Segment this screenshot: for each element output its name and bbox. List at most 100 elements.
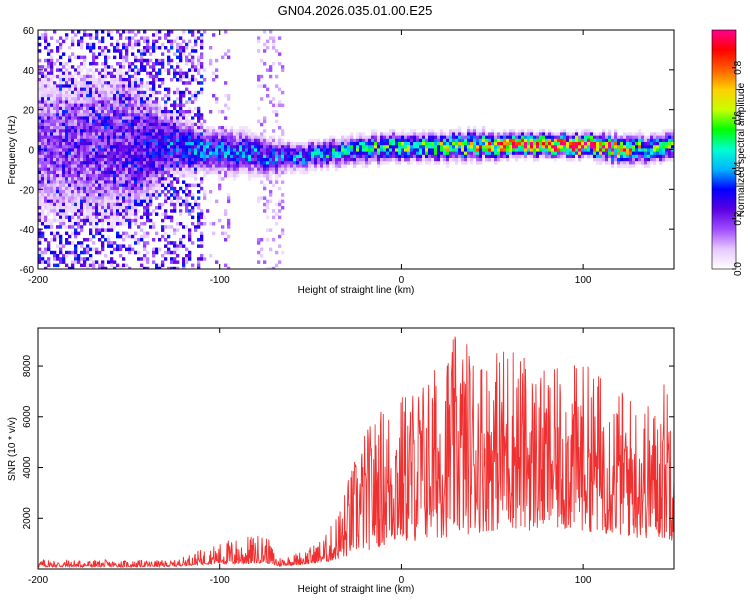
spectrogram-cell bbox=[200, 241, 204, 245]
spectrogram-cell bbox=[113, 145, 117, 149]
spectrogram-cell bbox=[110, 244, 114, 248]
spectrogram-cell bbox=[635, 142, 639, 146]
spectrogram-cell bbox=[104, 180, 108, 184]
spectrogram-cell bbox=[227, 106, 231, 111]
spectrogram-cell bbox=[137, 58, 141, 63]
spectrogram-cell bbox=[407, 151, 411, 156]
spectrogram-cell bbox=[149, 212, 153, 216]
spectrogram-cell bbox=[215, 142, 219, 146]
spectrogram-cell bbox=[503, 138, 507, 143]
spectrogram-cell bbox=[98, 170, 102, 175]
spectrogram-cell bbox=[47, 193, 51, 197]
spectrogram-cell bbox=[74, 164, 78, 168]
spectrogram-cell bbox=[101, 103, 105, 108]
spectrogram-cell bbox=[44, 42, 48, 47]
spectrogram-cell bbox=[92, 190, 96, 194]
spectrogram-cell bbox=[590, 132, 594, 136]
spectrogram-cell bbox=[71, 206, 75, 210]
spectrogram-cell bbox=[314, 151, 318, 156]
spectrogram-cell bbox=[122, 100, 126, 104]
spectrogram-cell bbox=[77, 260, 81, 264]
spectrogram-cell bbox=[119, 116, 123, 120]
spectrogram-cell bbox=[164, 46, 168, 50]
spectrogram-cell bbox=[149, 74, 153, 79]
spectrogram-cell bbox=[164, 113, 168, 117]
spectrogram-cell bbox=[86, 257, 90, 261]
spectrogram-cell bbox=[137, 183, 141, 188]
spectrogram-cell bbox=[140, 215, 144, 220]
spectrogram-cell bbox=[293, 151, 297, 156]
spectrogram-cell bbox=[251, 151, 255, 156]
spectrogram-cell bbox=[572, 151, 576, 156]
spectrogram-cell bbox=[143, 36, 147, 40]
spectrogram-cell bbox=[470, 142, 474, 146]
spectrogram-cell bbox=[179, 71, 183, 76]
spectrogram-cell bbox=[176, 116, 180, 120]
spectrogram-cell bbox=[599, 158, 603, 162]
spectrogram-cell bbox=[569, 151, 573, 156]
spectrogram-cell bbox=[74, 113, 78, 117]
spectrogram-cell bbox=[233, 167, 237, 172]
spectrogram-cell bbox=[170, 142, 174, 146]
spectrogram-cell bbox=[596, 132, 600, 136]
spectrogram-cell bbox=[197, 142, 201, 146]
spectrogram-cell bbox=[668, 145, 672, 149]
spectrogram-cell bbox=[296, 148, 300, 152]
spectrogram-cell bbox=[86, 209, 90, 213]
spectrogram-cell bbox=[227, 148, 231, 152]
spectrogram-cell bbox=[239, 135, 243, 140]
spectrogram-cell bbox=[233, 145, 237, 149]
spectrogram-cell bbox=[89, 62, 93, 66]
spectrogram-cell bbox=[176, 119, 180, 124]
spectrogram-cell bbox=[164, 103, 168, 108]
spectrogram-cell bbox=[74, 228, 78, 232]
spectrogram-cell bbox=[83, 58, 87, 63]
spectrogram-cell bbox=[392, 132, 396, 136]
spectrogram-cell bbox=[104, 52, 108, 56]
spectrogram-cell bbox=[260, 151, 264, 156]
spectrogram-cell bbox=[161, 180, 165, 184]
spectrogram-cell bbox=[77, 148, 81, 152]
spectrogram-cell bbox=[350, 158, 354, 162]
spectrogram-cell bbox=[74, 231, 78, 236]
spectrogram-cell bbox=[68, 138, 72, 143]
spectrogram-cell bbox=[101, 142, 105, 146]
spectrogram-cell bbox=[275, 161, 279, 165]
spectrogram-cell bbox=[659, 154, 663, 159]
spectrogram-cell bbox=[158, 71, 162, 76]
spectrogram-cell bbox=[71, 129, 75, 133]
spectrogram-cell bbox=[344, 164, 348, 168]
spectrogram-cell bbox=[68, 81, 72, 85]
spectrogram-cell bbox=[128, 212, 132, 216]
spectrogram-cell bbox=[413, 142, 417, 146]
spectrogram-cell bbox=[149, 161, 153, 165]
spectrogram-cell bbox=[602, 154, 606, 159]
spectrogram-cell bbox=[446, 135, 450, 140]
spectrogram-cell bbox=[632, 145, 636, 149]
spectrogram-cell bbox=[95, 170, 99, 175]
spectrogram-cell bbox=[71, 177, 75, 181]
spectrogram-cell bbox=[104, 71, 108, 76]
spectrogram-cell bbox=[287, 148, 291, 152]
spectrogram-cell bbox=[179, 174, 183, 178]
spectrogram-cell bbox=[119, 81, 123, 85]
spectrogram-cell bbox=[71, 196, 75, 200]
spectrogram-cell bbox=[71, 180, 75, 184]
spectrogram-cell bbox=[131, 84, 135, 88]
spectrogram-cell bbox=[128, 106, 132, 111]
spectrogram-cell bbox=[425, 145, 429, 149]
spectrogram-cell bbox=[194, 174, 198, 178]
spectrogram-cell bbox=[293, 145, 297, 149]
spectrogram-cell bbox=[380, 151, 384, 156]
spectrogram-cell bbox=[179, 68, 183, 72]
spectrogram-cell bbox=[104, 78, 108, 82]
spectrogram-cell bbox=[632, 148, 636, 152]
spectrogram-cell bbox=[356, 132, 360, 136]
spectrogram-cell bbox=[611, 142, 615, 146]
spectrogram-cell bbox=[482, 142, 486, 146]
spectrogram-cell bbox=[218, 138, 222, 143]
spectrogram-cell bbox=[185, 209, 189, 213]
spectrogram-cell bbox=[653, 161, 657, 165]
spectrogram-cell bbox=[107, 138, 111, 143]
spectrogram-cell bbox=[428, 138, 432, 143]
